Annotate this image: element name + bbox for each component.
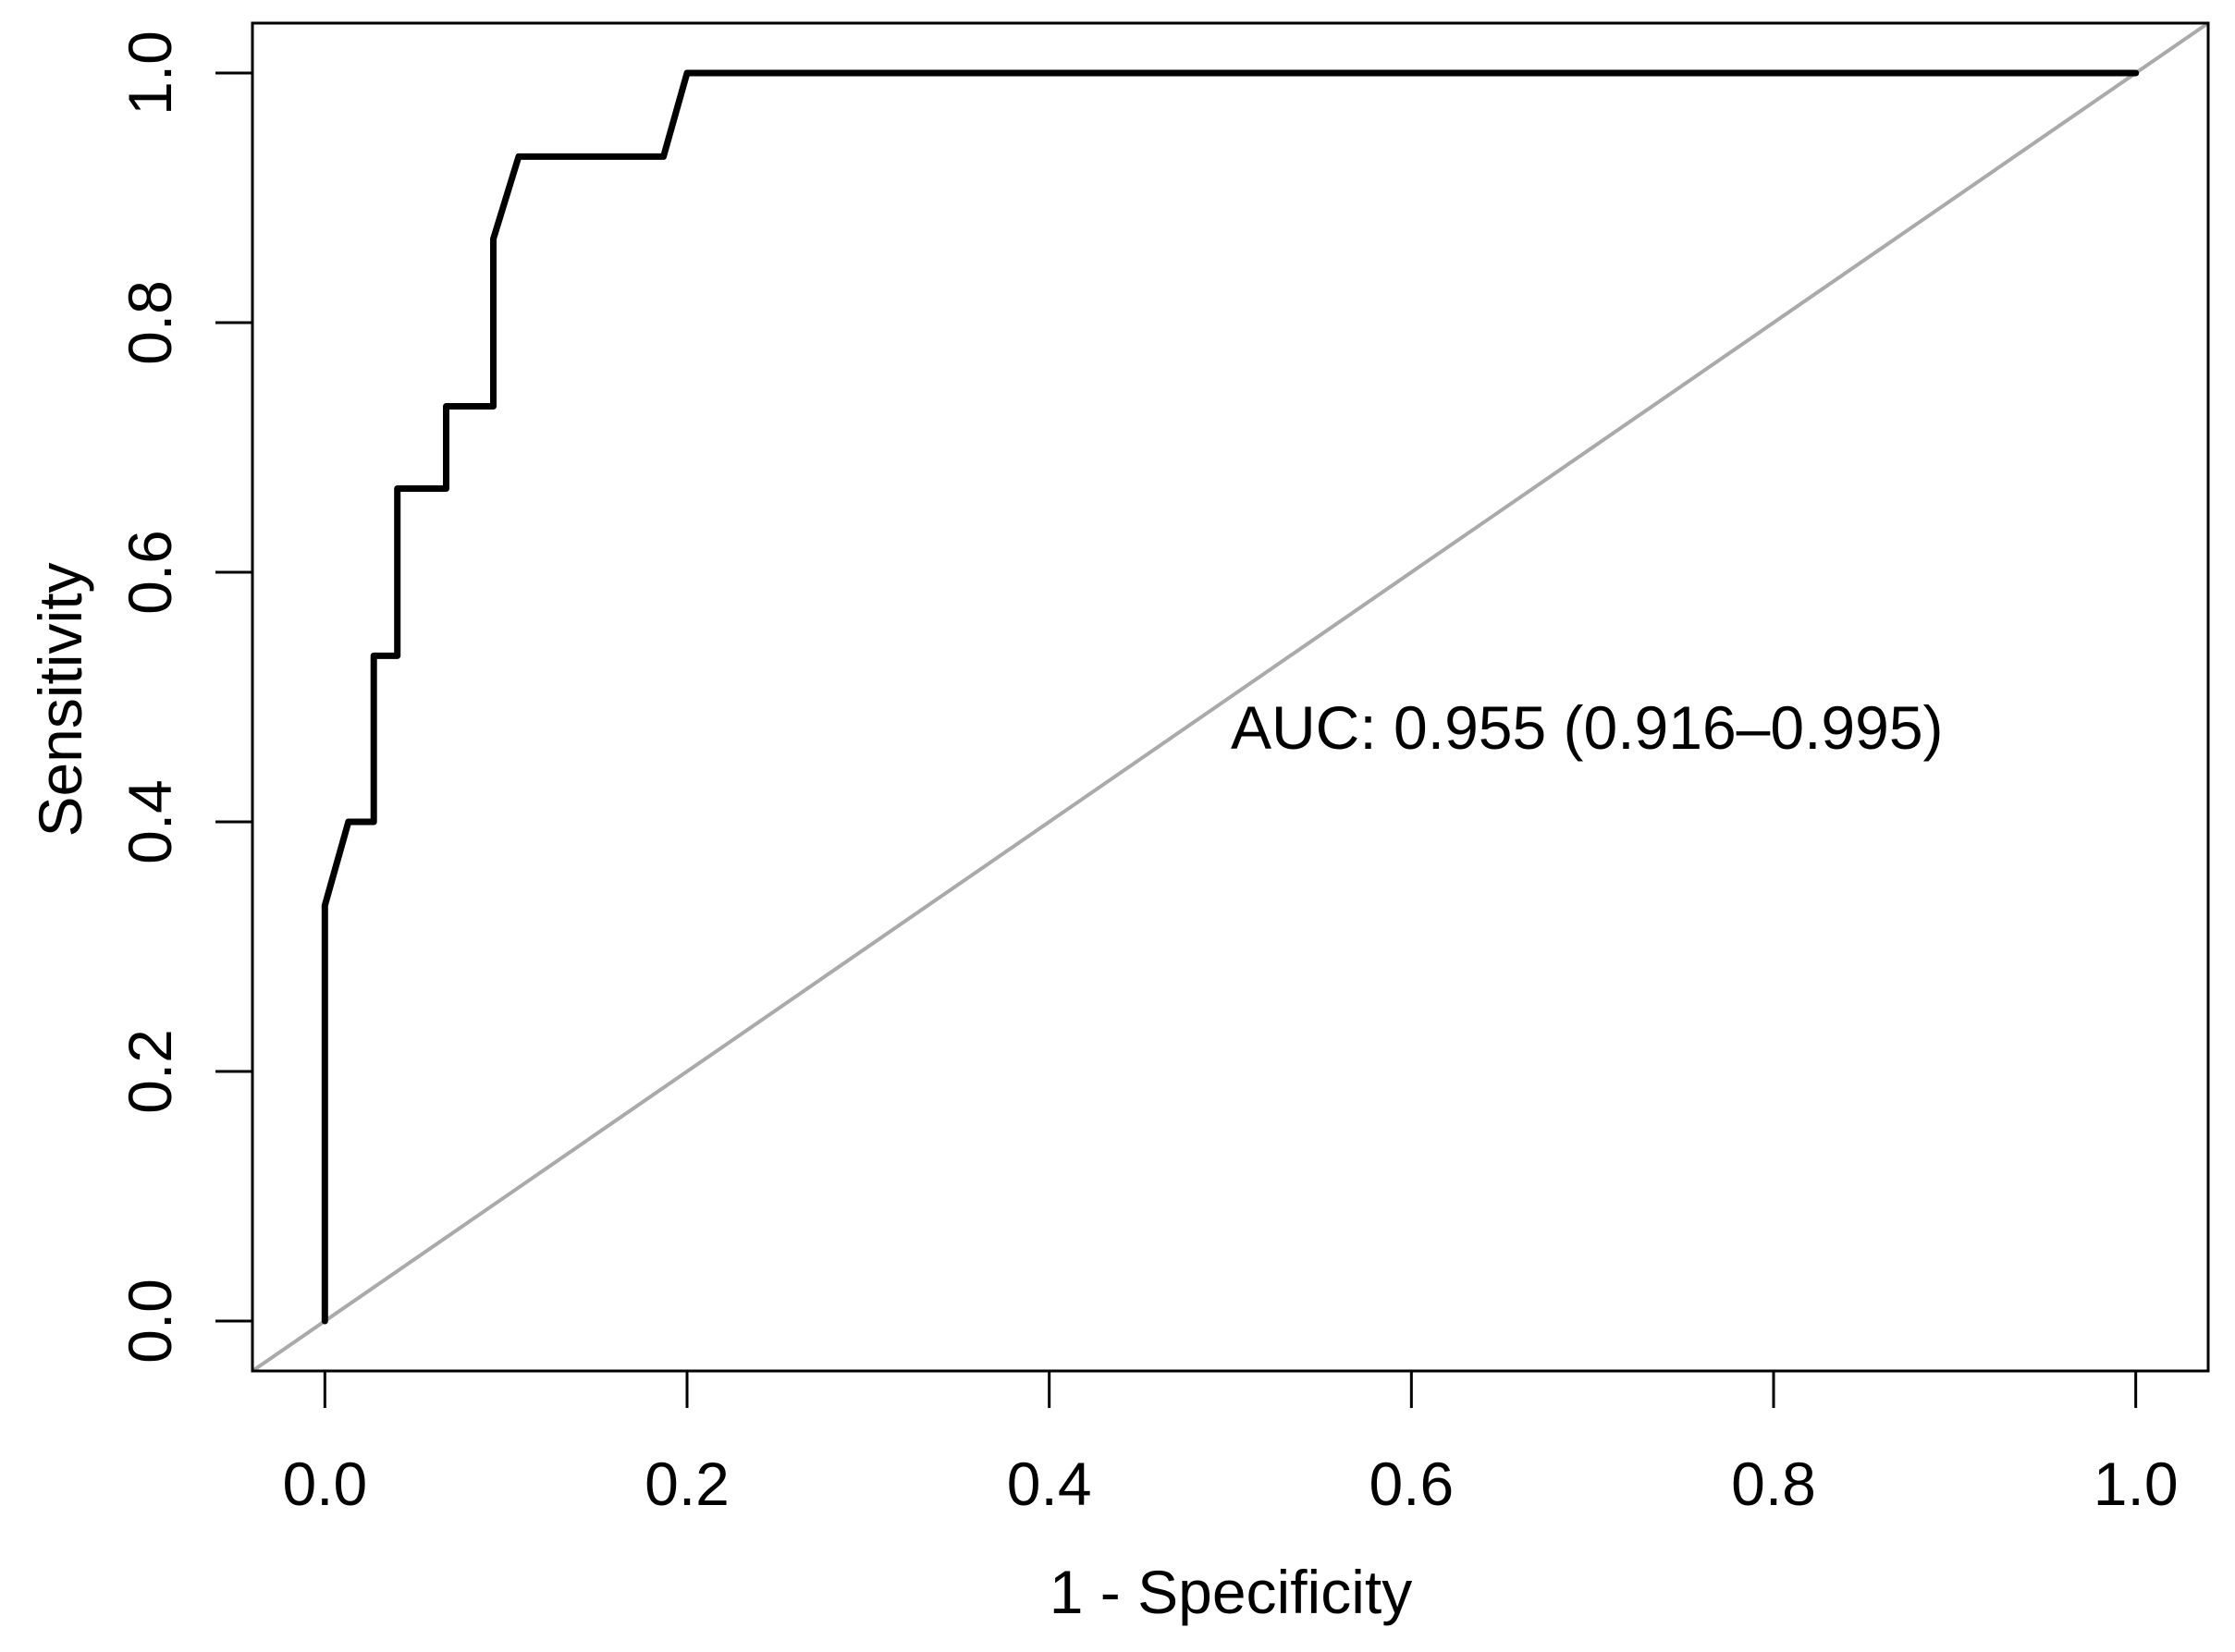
plot-area: 0.0 0.2 0.4 0.6 0.8 1.0 0.0 0.2 0.4 0.6 0.8 1.0 bbox=[116, 21, 2210, 1518]
y-axis-tick-label: 0.6 bbox=[116, 530, 184, 615]
y-axis-title: Sensitivity bbox=[26, 562, 94, 837]
x-axis-title: 1 - Specificity bbox=[1050, 1558, 1412, 1626]
roc-curve bbox=[321, 69, 2140, 1325]
x-axis-tick-label: 1.0 bbox=[2094, 1450, 2179, 1518]
auc-annotation: AUC: 0.955 (0.916–0.995) bbox=[1231, 693, 1944, 762]
x-axis-tick-label: 0.2 bbox=[645, 1450, 730, 1518]
plot-box bbox=[251, 21, 2210, 1373]
x-axis-tick-label: 0.0 bbox=[282, 1450, 367, 1518]
y-axis-tick-label: 0.4 bbox=[116, 779, 184, 864]
y-axis-tick-label: 0.0 bbox=[116, 1279, 184, 1364]
y-axis-tick-label: 1.0 bbox=[116, 31, 184, 116]
y-axis-tick-label: 0.2 bbox=[116, 1029, 184, 1114]
y-axis-tick-label: 0.8 bbox=[116, 280, 184, 365]
x-axis-tick-label: 0.4 bbox=[1007, 1450, 1092, 1518]
x-axis-tick-label: 0.6 bbox=[1369, 1450, 1454, 1518]
x-axis-tick-label: 0.8 bbox=[1731, 1450, 1816, 1518]
chance-diagonal-line bbox=[251, 21, 2210, 1373]
